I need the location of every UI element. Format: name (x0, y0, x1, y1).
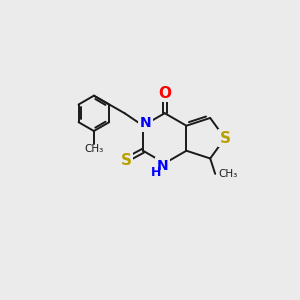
Text: CH₃: CH₃ (84, 144, 104, 154)
Text: N: N (157, 159, 168, 172)
Text: S: S (120, 153, 131, 168)
Text: CH₃: CH₃ (219, 169, 238, 179)
Text: O: O (158, 86, 171, 101)
Text: N: N (140, 116, 151, 130)
Text: S: S (219, 131, 230, 146)
Text: H: H (151, 166, 162, 178)
